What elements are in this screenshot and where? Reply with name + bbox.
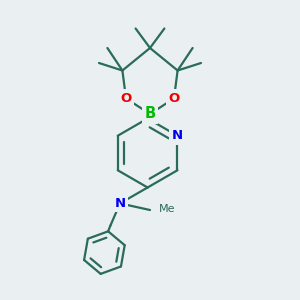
Text: Me: Me <box>158 204 175 214</box>
Text: O: O <box>168 92 180 105</box>
Text: N: N <box>114 197 126 210</box>
Text: N: N <box>172 129 183 142</box>
Text: O: O <box>120 92 132 105</box>
Text: B: B <box>144 106 156 122</box>
